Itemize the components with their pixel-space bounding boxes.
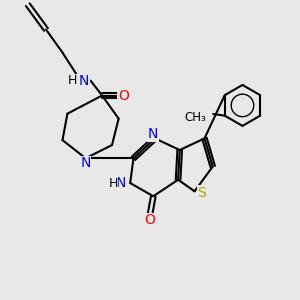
Text: H: H (108, 176, 118, 190)
Text: S: S (197, 186, 206, 200)
Text: O: O (118, 88, 129, 103)
Text: N: N (148, 128, 158, 142)
Text: H: H (68, 74, 77, 87)
Text: CH₃: CH₃ (185, 111, 207, 124)
Text: N: N (116, 176, 126, 190)
Text: N: N (79, 74, 89, 88)
Text: N: N (80, 156, 91, 170)
Text: O: O (145, 213, 155, 227)
